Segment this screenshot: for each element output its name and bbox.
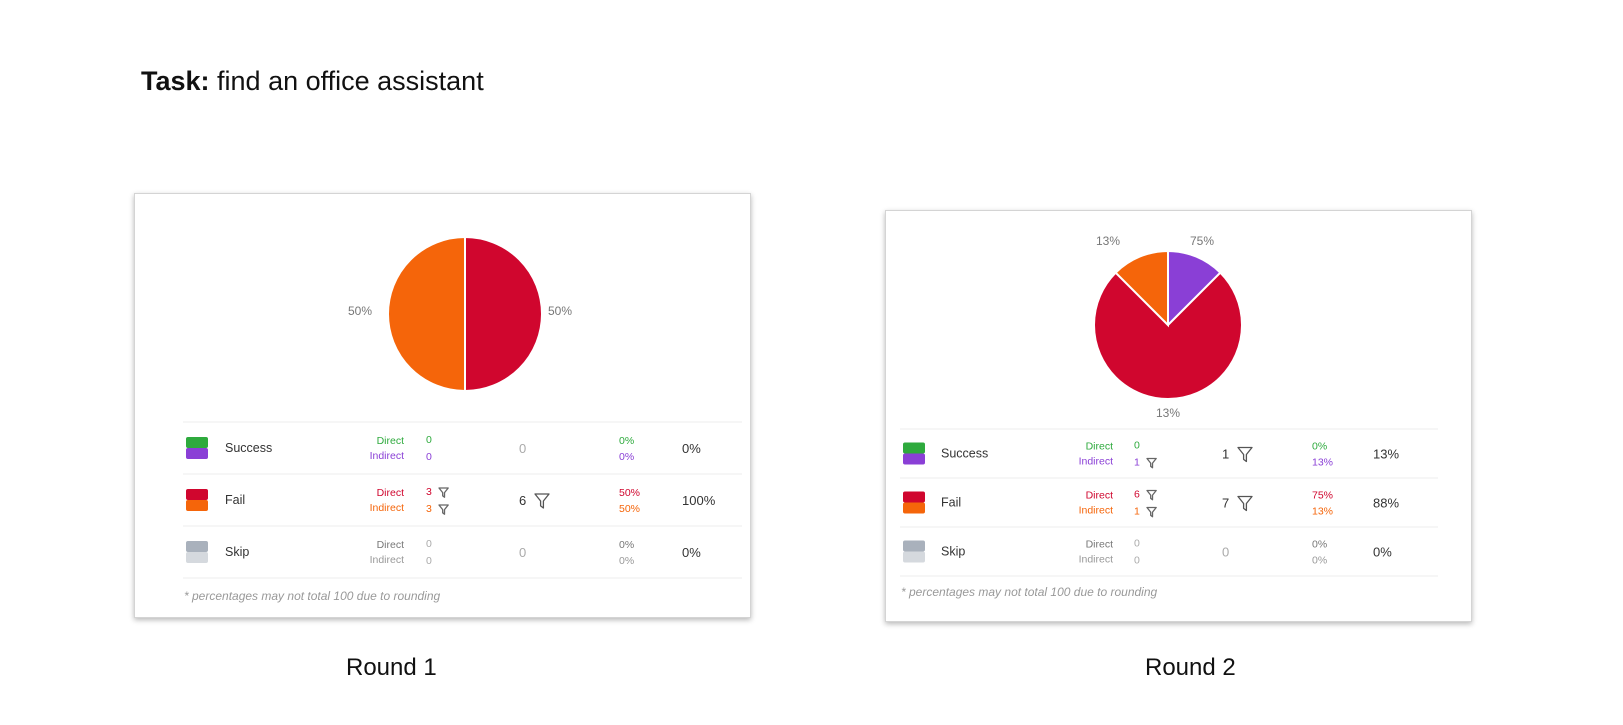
direct-pct-0-1: 50% — [619, 487, 640, 499]
pie-label-1-0: 13% — [1096, 234, 1120, 248]
swatch-direct-0-2 — [186, 541, 208, 552]
indirect-label-1-1: Indirect — [1079, 505, 1114, 517]
swatch-indirect-0-0 — [186, 448, 208, 459]
indirect-count-1-2: 0 — [1134, 555, 1140, 567]
indirect-filter-icon-0-1[interactable] — [438, 504, 449, 515]
indirect-pct-0-0: 0% — [619, 451, 634, 463]
swatch-direct-1-0 — [903, 442, 925, 454]
total-count-1-1: 7 — [1222, 496, 1229, 511]
direct-pct-1-1: 75% — [1312, 490, 1333, 502]
direct-pct-1-0: 0% — [1312, 441, 1327, 453]
round-1-panel: 50% 50% Success Direct Indirect 0 0 0 0% 0% 0% Fail… — [134, 193, 751, 618]
direct-label-1-2: Direct — [1086, 539, 1114, 551]
indirect-label-0-2: Indirect — [370, 554, 405, 566]
pie-label-1-2: 13% — [1156, 406, 1180, 420]
total-count-0-0: 0 — [519, 441, 526, 456]
indirect-label-1-0: Indirect — [1079, 456, 1114, 468]
pie-slice-0-0 — [464, 235, 543, 393]
indirect-filter-icon-1-1[interactable] — [1146, 506, 1157, 518]
task-text: find an office assistant — [209, 66, 484, 96]
overall-pct-1-2: 0% — [1373, 545, 1392, 560]
direct-label-0-2: Direct — [377, 539, 405, 551]
overall-pct-1-0: 13% — [1373, 447, 1399, 462]
pie-slice-1-0 — [1167, 249, 1222, 328]
overall-pct-0-0: 0% — [682, 441, 701, 456]
total-count-1-2: 0 — [1222, 545, 1229, 560]
direct-label-0-0: Direct — [377, 435, 405, 447]
footnote-0: * percentages may not total 100 due to r… — [184, 589, 441, 603]
footnote-1: * percentages may not total 100 due to r… — [901, 585, 1158, 599]
row-name-0-1: Fail — [225, 493, 245, 507]
indirect-pct-1-1: 13% — [1312, 506, 1333, 518]
indirect-count-1-0: 1 — [1134, 457, 1140, 469]
swatch-direct-0-0 — [186, 437, 208, 448]
indirect-pct-1-2: 0% — [1312, 555, 1327, 567]
direct-pct-0-0: 0% — [619, 435, 634, 447]
total-filter-icon-1-0[interactable] — [1237, 446, 1253, 463]
direct-filter-icon-1-1[interactable] — [1146, 489, 1157, 501]
pie-label-0-0: 50% — [348, 304, 372, 318]
pie-label-0-1: 50% — [548, 304, 572, 318]
pie-label-1-1: 75% — [1190, 234, 1214, 248]
swatch-indirect-0-1 — [186, 500, 208, 511]
pie-slice-0-1 — [387, 235, 466, 393]
swatch-direct-0-1 — [186, 489, 208, 500]
row-name-1-2: Skip — [941, 545, 965, 559]
indirect-filter-icon-1-0[interactable] — [1146, 457, 1157, 469]
direct-pct-0-2: 0% — [619, 539, 634, 551]
indirect-pct-0-2: 0% — [619, 555, 634, 567]
row-name-1-0: Success — [941, 447, 988, 461]
round-1-title: Round 1 — [346, 654, 437, 681]
round-2-title: Round 2 — [1145, 654, 1236, 681]
round-2-chart: 13% 75% 13% Success Direct Indirect 0 1 1 0% 13% 13… — [900, 234, 1438, 599]
direct-count-1-0: 0 — [1134, 440, 1140, 452]
total-count-0-1: 6 — [519, 493, 526, 508]
indirect-count-0-1: 3 — [426, 503, 432, 515]
indirect-pct-1-0: 13% — [1312, 457, 1333, 469]
direct-label-0-1: Direct — [377, 487, 405, 499]
swatch-indirect-1-1 — [903, 502, 925, 514]
indirect-label-1-2: Indirect — [1079, 554, 1114, 566]
direct-count-0-1: 3 — [426, 486, 432, 498]
swatch-direct-1-2 — [903, 540, 925, 552]
indirect-count-0-2: 0 — [426, 555, 432, 567]
row-name-1-1: Fail — [941, 496, 961, 510]
task-label: Task: — [141, 66, 210, 96]
direct-label-1-0: Direct — [1086, 441, 1114, 453]
overall-pct-1-1: 88% — [1373, 496, 1399, 511]
indirect-count-1-1: 1 — [1134, 506, 1140, 518]
row-name-0-0: Success — [225, 441, 272, 455]
direct-count-1-1: 6 — [1134, 489, 1140, 501]
task-heading: Task: find an office assistant — [141, 66, 484, 97]
direct-label-1-1: Direct — [1086, 490, 1114, 502]
swatch-indirect-1-0 — [903, 453, 925, 465]
indirect-count-0-0: 0 — [426, 451, 432, 463]
total-count-1-0: 1 — [1222, 447, 1229, 462]
swatch-indirect-0-2 — [186, 552, 208, 563]
overall-pct-0-2: 0% — [682, 545, 701, 560]
indirect-pct-0-1: 50% — [619, 503, 640, 515]
pie-slice-1-2 — [1114, 249, 1169, 328]
total-filter-icon-1-1[interactable] — [1237, 495, 1253, 512]
round-2-panel: 13% 75% 13% Success Direct Indirect 0 1 1 0% 13% 13… — [885, 210, 1472, 622]
swatch-direct-1-1 — [903, 491, 925, 503]
indirect-label-0-1: Indirect — [370, 502, 405, 514]
swatch-indirect-1-2 — [903, 551, 925, 563]
pie-slice-1-1 — [1093, 271, 1243, 400]
row-name-0-2: Skip — [225, 545, 249, 559]
total-count-0-2: 0 — [519, 545, 526, 560]
direct-filter-icon-0-1[interactable] — [438, 487, 449, 498]
direct-pct-1-2: 0% — [1312, 539, 1327, 551]
direct-count-1-2: 0 — [1134, 538, 1140, 550]
overall-pct-0-1: 100% — [682, 493, 716, 508]
total-filter-icon-0-1[interactable] — [534, 493, 550, 509]
direct-count-0-2: 0 — [426, 538, 432, 550]
round-1-chart: 50% 50% Success Direct Indirect 0 0 0 0% 0% 0% Fail… — [183, 235, 742, 603]
direct-count-0-0: 0 — [426, 434, 432, 446]
indirect-label-0-0: Indirect — [370, 450, 405, 462]
